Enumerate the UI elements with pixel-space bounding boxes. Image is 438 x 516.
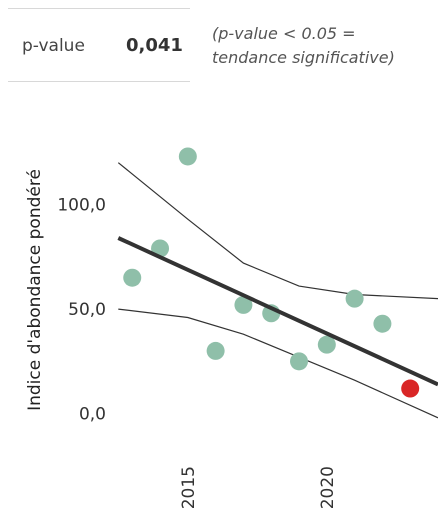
data-points [123, 147, 420, 398]
x-tick-label: 2015 [179, 466, 199, 509]
confidence-band [117, 162, 438, 419]
x-axis-ticks: 2015 2020 [179, 466, 338, 509]
data-point [123, 268, 142, 287]
p-value-panel: p-value 0,041 [8, 8, 190, 82]
data-point [317, 335, 336, 354]
x-tick-label: 2020 [318, 466, 338, 509]
trend-line [117, 236, 438, 387]
p-value-number: 0,041 [126, 35, 183, 56]
data-point [234, 295, 253, 314]
data-point [345, 289, 364, 308]
highlighted-data-point [401, 379, 420, 398]
y-axis-label: Indice d'abondance pondéré [25, 169, 45, 411]
data-point [373, 314, 392, 333]
scatter-chart: Indice d'abondance pondéré 0,050,0100,0 … [25, 147, 438, 509]
ci-lower-line [118, 308, 438, 419]
data-point [290, 352, 309, 371]
data-point [206, 341, 225, 360]
ci-upper-line [117, 162, 438, 300]
y-tick-label: 50,0 [68, 300, 106, 320]
data-point [178, 147, 197, 166]
p-value-label: p-value [22, 36, 85, 56]
y-axis-ticks: 0,0 50,0 100,0 [57, 196, 106, 425]
y-tick-label: 100,0 [57, 196, 106, 216]
trend-line-group [117, 236, 438, 387]
p-value-note: (p-value < 0.05 = tendance significative… [212, 24, 395, 67]
y-tick-label: 0,0 [79, 405, 106, 425]
